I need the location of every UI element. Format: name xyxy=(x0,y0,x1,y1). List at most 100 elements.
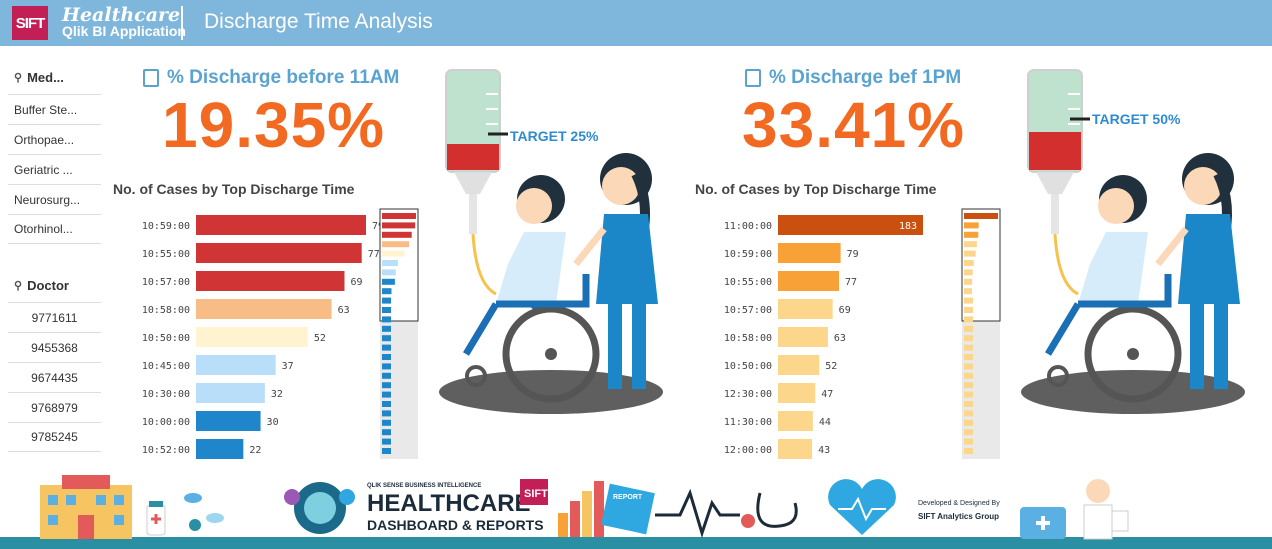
overview-bar xyxy=(382,231,412,238)
tick-label: 10:00:00 xyxy=(142,417,190,428)
kpi-value-before-11am: 19.35% xyxy=(162,89,386,161)
sift-logo: SIFT xyxy=(12,6,48,40)
tick-label: 10:50:00 xyxy=(724,361,772,372)
tick-label: 10:58:00 xyxy=(142,305,190,316)
filter-doctor-header[interactable]: ⚲ Doctor xyxy=(14,277,69,293)
data-label: 79 xyxy=(372,221,384,232)
patient-illustration-right: TARGET 50% xyxy=(1021,69,1245,414)
search-icon: ⚲ xyxy=(14,71,23,84)
hospital-icon xyxy=(745,69,761,87)
data-label: 79 xyxy=(847,249,859,260)
shadow xyxy=(439,370,663,414)
nurse-uniform xyxy=(1178,214,1240,304)
overview-bar xyxy=(964,363,973,370)
overview-bar xyxy=(382,260,398,266)
overview-bar xyxy=(964,278,973,285)
filter-item[interactable]: Geriatric ... xyxy=(8,154,101,184)
filter-doctor: ⚲ Doctor 9771611 9455368 9674435 9768979 … xyxy=(8,268,101,452)
filter-item[interactable]: Otorhinol... xyxy=(8,214,101,244)
stethoscope-icon xyxy=(741,492,798,528)
overview-bar xyxy=(964,325,973,332)
pills-icon xyxy=(184,493,224,531)
overview-bar xyxy=(382,241,410,248)
overview-bar xyxy=(964,297,973,304)
medicine-bottle-icon xyxy=(146,501,166,536)
overview-bar xyxy=(382,419,391,426)
bar xyxy=(778,299,833,319)
data-label: 63 xyxy=(834,333,846,344)
overview-bar xyxy=(964,213,998,219)
filter-item[interactable]: Neurosurg... xyxy=(8,184,101,214)
data-label: 69 xyxy=(839,305,851,316)
data-label: 30 xyxy=(267,417,279,428)
iv-chamber xyxy=(1036,172,1074,194)
overview-bar xyxy=(382,429,391,436)
overview-bar xyxy=(382,250,405,257)
patient-illustration-left: TARGET 25% xyxy=(439,69,663,414)
filter-item[interactable]: Orthopae... xyxy=(8,124,101,154)
data-label: 43 xyxy=(818,445,830,456)
data-label: 63 xyxy=(338,305,350,316)
filter-item[interactable]: Buffer Ste... xyxy=(8,94,101,124)
data-label: 77 xyxy=(845,277,857,288)
bar xyxy=(196,439,244,459)
tick-label: 11:00:00 xyxy=(724,221,772,232)
filter-med-header[interactable]: ⚲ Med... xyxy=(14,69,64,85)
overview-bar xyxy=(964,344,973,351)
tick-label: 10:45:00 xyxy=(142,361,190,372)
wheel xyxy=(502,305,600,403)
iv-tube xyxy=(471,233,497,296)
filter-item[interactable]: 9785245 xyxy=(8,422,101,452)
overview-bar xyxy=(964,410,973,417)
filter-item[interactable]: 9771611 xyxy=(8,302,101,332)
svg-text:REPORT: REPORT xyxy=(613,494,643,501)
overview-bar xyxy=(382,382,391,389)
bar xyxy=(196,271,345,291)
data-label: 44 xyxy=(819,417,831,428)
tick-label: 10:30:00 xyxy=(142,389,190,400)
overview-bar xyxy=(382,335,391,342)
overview-bar xyxy=(964,288,972,295)
data-label: 183 xyxy=(899,221,917,232)
iv-fill xyxy=(1029,132,1081,170)
data-label: 52 xyxy=(825,361,837,372)
footer-logo-text: SIFT xyxy=(524,488,548,500)
overview-bar xyxy=(964,222,979,229)
analytics-hub-icon xyxy=(284,482,355,534)
overview-bar xyxy=(382,222,416,229)
overview-bar xyxy=(382,410,391,417)
filter-item[interactable]: 9768979 xyxy=(8,392,101,422)
overview-bar xyxy=(964,401,973,407)
bar xyxy=(196,383,265,403)
bar xyxy=(778,243,841,263)
data-label: 69 xyxy=(350,277,362,288)
hospital-building-icon xyxy=(40,475,132,539)
overview-bar xyxy=(382,316,391,323)
chart-title: No. of Cases by Top Discharge Time xyxy=(113,181,355,197)
bar-chart-before-11am: 10:59:00 79 10:55:00 77 10:57:00 69 10:58:00 63… xyxy=(142,208,419,459)
heartbeat-line-icon xyxy=(655,488,740,538)
overview-bar xyxy=(382,278,395,285)
overview-bar xyxy=(382,391,391,398)
brand-subtitle: Qlik BI Application xyxy=(62,23,186,39)
bar-chart-before-1pm: 11:00:00 183 10:59:00 79 10:55:00 77 10:57:00 6… xyxy=(724,208,1001,459)
overview-bar xyxy=(964,419,973,426)
overview-bar xyxy=(964,231,979,238)
filter-item[interactable]: 9674435 xyxy=(8,362,101,392)
doctor-icon xyxy=(1083,479,1129,540)
tick-label: 10:52:00 xyxy=(142,445,190,456)
overview-bar xyxy=(964,241,977,248)
bar xyxy=(778,327,828,347)
target-label: TARGET 25% xyxy=(510,128,599,144)
iv-chamber xyxy=(454,172,492,194)
filter-item[interactable]: 9455368 xyxy=(8,332,101,362)
kpi-value-before-1pm: 33.41% xyxy=(742,89,966,161)
overview-bar xyxy=(382,269,396,276)
data-label: 47 xyxy=(821,389,833,400)
bar xyxy=(778,411,813,431)
search-icon: ⚲ xyxy=(14,279,23,292)
wheelchair-frame xyxy=(496,274,590,308)
data-label: 32 xyxy=(271,389,283,400)
tick-label: 12:00:00 xyxy=(724,445,772,456)
overview-bar xyxy=(382,325,391,332)
